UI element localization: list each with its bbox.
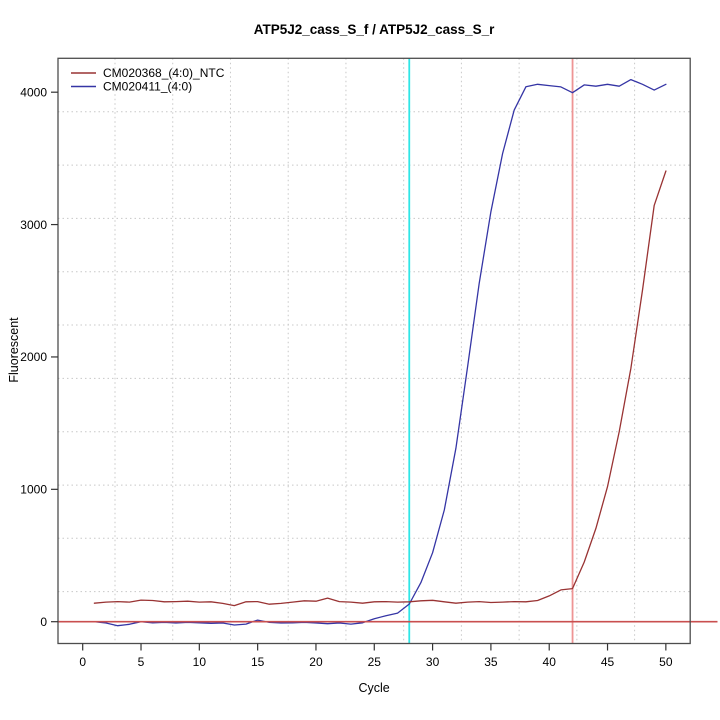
sample-series-line [93, 78, 667, 627]
x-tick-label: 45 [601, 655, 615, 669]
legend-entry-label: CM020368_(4:0)_NTC [103, 66, 225, 80]
y-axis-label: Fluorescent [7, 317, 21, 383]
x-tick-label: 50 [659, 655, 673, 669]
y-tick-label: 2000 [20, 350, 47, 364]
x-tick-label: 5 [138, 655, 145, 669]
legend-entry-label: CM020411_(4:0) [103, 80, 192, 94]
x-tick-label: 40 [543, 655, 557, 669]
y-tick-label: 1000 [20, 483, 47, 497]
y-tick-label: 0 [40, 615, 47, 629]
x-tick-label: 35 [484, 655, 498, 669]
x-axis-label: Cycle [358, 681, 389, 695]
x-tick-label: 10 [193, 655, 207, 669]
y-tick-label: 3000 [20, 218, 47, 232]
x-tick-label: 25 [368, 655, 382, 669]
x-tick-label: 20 [309, 655, 323, 669]
x-tick-label: 0 [79, 655, 86, 669]
x-tick-label: 30 [426, 655, 440, 669]
chart-title: ATP5J2_cass_S_f / ATP5J2_cass_S_r [254, 22, 495, 37]
y-tick-label: 4000 [20, 85, 47, 99]
plot-border [57, 57, 691, 645]
x-tick-label: 15 [251, 655, 265, 669]
ntc-series-line [93, 170, 667, 607]
